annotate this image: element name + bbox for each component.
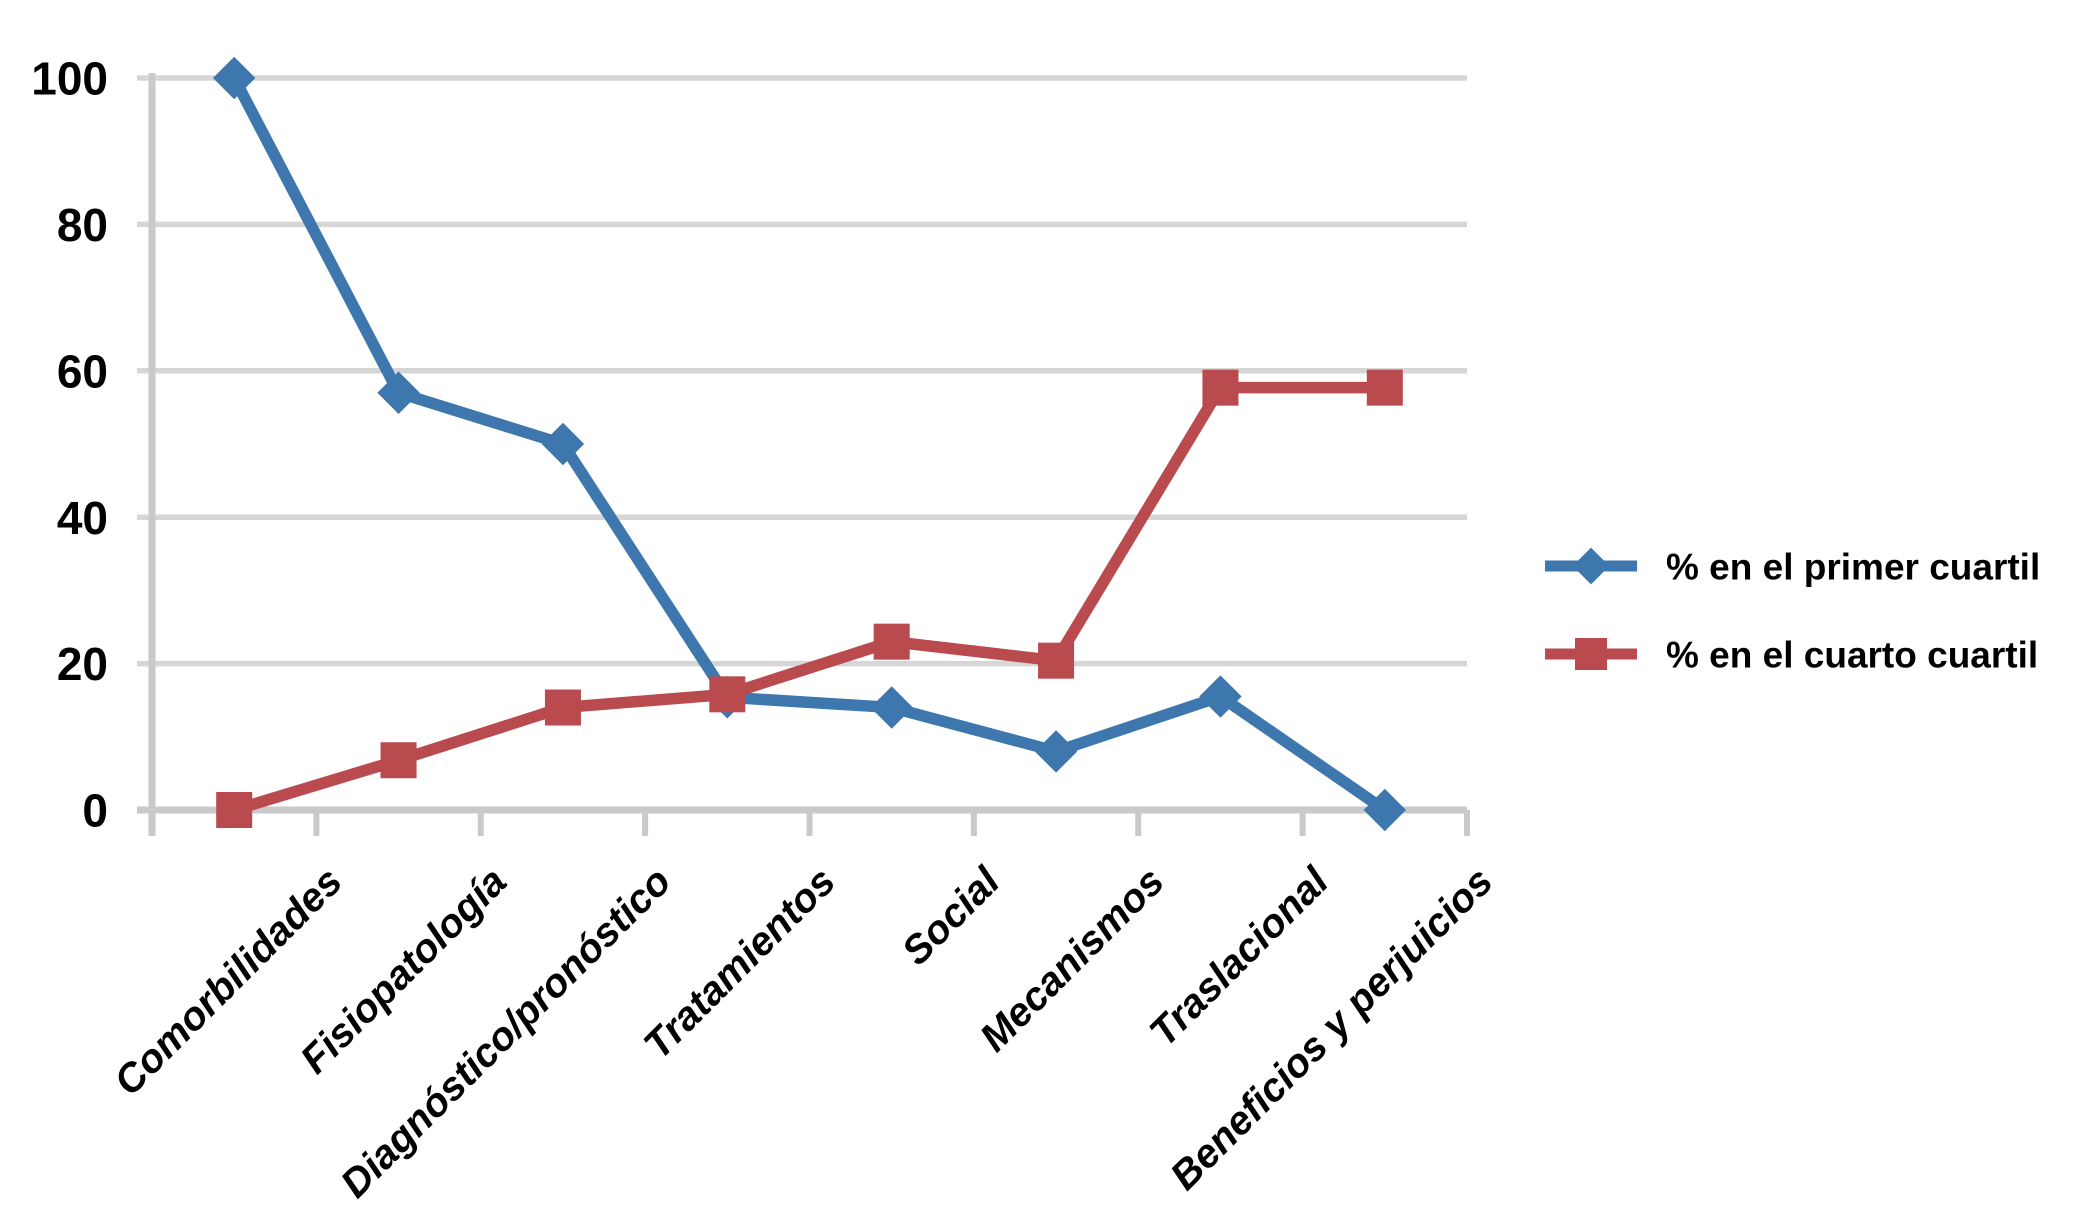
diamond-icon <box>1572 547 1610 585</box>
series-cuarto-cuartil <box>216 369 1403 828</box>
square-icon <box>1575 638 1607 670</box>
marker-diamond <box>212 56 256 100</box>
y-axis-label: 0 <box>82 785 108 837</box>
marker-diamond <box>1199 675 1242 718</box>
legend: % en el primer cuartil % en el cuarto cua… <box>1545 546 2040 675</box>
legend-label: % en el primer cuartil <box>1666 546 2040 587</box>
x-axis-label: Social <box>894 859 1009 974</box>
series-primer-cuartil <box>212 56 1407 832</box>
y-axis-label: 20 <box>57 638 108 690</box>
y-axis-label: 100 <box>31 53 108 105</box>
legend-item: % en el cuarto cuartil <box>1545 634 2038 675</box>
y-axis-label: 60 <box>57 345 108 397</box>
marker-diamond <box>377 371 420 414</box>
x-axis-label: Diagnóstico/pronóstico <box>333 859 680 1206</box>
marker-square <box>380 742 417 779</box>
marker-diamond <box>870 686 913 729</box>
y-axis-label: 40 <box>57 492 108 544</box>
marker-diamond <box>1034 730 1078 773</box>
series-line <box>232 381 1385 816</box>
series-line <box>229 75 1389 815</box>
marker-square <box>1366 369 1403 406</box>
marker-square <box>709 676 746 713</box>
marker-square <box>216 792 253 828</box>
y-axis-label: 80 <box>57 199 108 251</box>
marker-diamond <box>1363 788 1407 832</box>
marker-square <box>1202 369 1239 406</box>
marker-square <box>544 689 581 726</box>
marker-square <box>873 623 910 660</box>
marker-square <box>1038 642 1075 679</box>
legend-item: % en el primer cuartil <box>1545 546 2040 587</box>
x-axis-label: Beneficios y perjuicios <box>1162 859 1501 1198</box>
legend-label: % en el cuarto cuartil <box>1666 634 2038 675</box>
